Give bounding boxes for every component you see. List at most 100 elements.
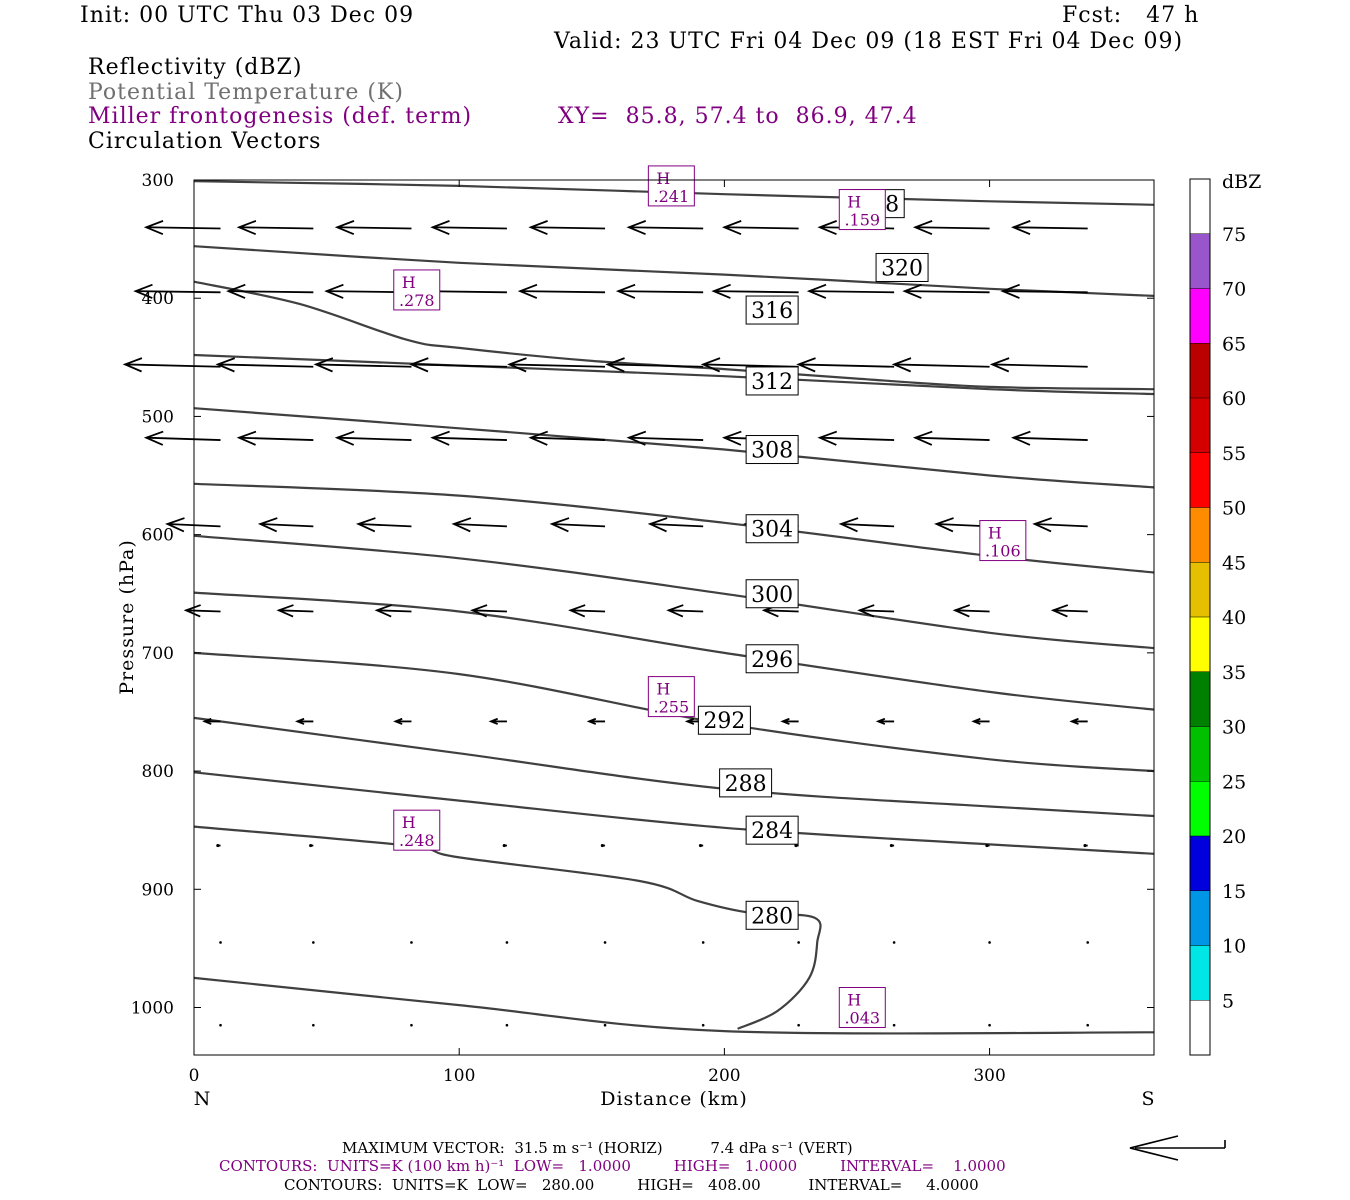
- vector-head: [838, 517, 859, 533]
- y-tick-label: 400: [142, 289, 174, 309]
- colorbar-tick-label: 5: [1222, 990, 1234, 1012]
- circulation-vector: [989, 357, 1088, 373]
- circulation-vector: [216, 843, 221, 848]
- vector-head: [1050, 604, 1069, 618]
- vector-head: [517, 283, 538, 299]
- circulation-vector: [505, 1023, 509, 1027]
- circulation-vector: [236, 220, 314, 236]
- circulation-vector: [276, 604, 314, 618]
- vector-head: [647, 517, 668, 533]
- vector-shaft: [530, 226, 606, 230]
- contour-label-box-308: [745, 435, 799, 465]
- vector-shaft: [228, 290, 314, 294]
- circulation-vector: [257, 517, 314, 533]
- vector-head: [143, 220, 164, 236]
- vector-head: [912, 430, 933, 446]
- vector-head: [600, 843, 604, 848]
- colorbar-unit: dBZ: [1222, 171, 1261, 193]
- max-vector-note: MAXIMUM VECTOR: 31.5 m s⁻¹ (HORIZ) 7.4 d…: [342, 1139, 853, 1157]
- colorbar-swatch: [1190, 562, 1210, 617]
- vector-head: [1011, 430, 1031, 446]
- circulation-vector: [309, 843, 314, 848]
- colorbar-tick-label: 15: [1222, 881, 1246, 903]
- vector-head: [721, 430, 742, 446]
- circulation-vector: [355, 517, 412, 533]
- circulation-vector: [334, 430, 412, 446]
- circulation-vector: [409, 357, 507, 373]
- contour-label-box-316: [745, 295, 799, 325]
- colorbar-swatch: [1190, 233, 1210, 289]
- frontogenesis-max: H.159: [838, 189, 886, 231]
- circulation-vector: [312, 941, 315, 944]
- y-axis-label: Pressure (hPa): [116, 539, 138, 695]
- frontogenesis-max: H.248: [393, 809, 441, 851]
- field-circulation: Circulation Vectors: [88, 129, 322, 154]
- vector-shaft: [520, 290, 606, 294]
- vector-head: [409, 357, 429, 373]
- colorbar-tick-label: 10: [1222, 936, 1246, 958]
- vector-head: [216, 843, 220, 848]
- circulation-vector: [410, 1023, 413, 1027]
- vector-head: [912, 220, 933, 236]
- circulation-vector: [1069, 717, 1088, 725]
- circulation-vector: [312, 1023, 315, 1027]
- vector-head: [122, 357, 143, 373]
- vector-shaft: [1002, 290, 1088, 294]
- circulation-vector: [698, 843, 704, 848]
- vector-head: [430, 430, 450, 446]
- theta-contour-300: [193, 534, 1155, 650]
- frontogenesis-max-type: H: [847, 991, 861, 1010]
- vector-head: [470, 604, 488, 618]
- vector-head: [502, 843, 506, 848]
- colorbar-swatch: [1190, 836, 1210, 891]
- circulation-vector: [806, 283, 895, 299]
- vector-head: [796, 357, 816, 373]
- vector-head: [355, 517, 376, 533]
- valid-time: Valid: 23 UTC Fri 04 Dec 09 (18 EST Fri …: [554, 29, 1184, 54]
- circulation-vector: [470, 604, 507, 618]
- vector-shaft: [607, 363, 704, 368]
- colorbar-swatch: [1190, 179, 1210, 234]
- circulation-vectors: [122, 220, 1090, 1027]
- circulation-vector: [988, 941, 991, 944]
- vector-head: [626, 220, 647, 236]
- vector-head: [780, 717, 790, 725]
- colorbar-tick-label: 45: [1222, 552, 1246, 574]
- colorbar-swatch: [1190, 1000, 1210, 1055]
- frontogenesis-max-box: [647, 676, 695, 718]
- vector-shaft: [628, 226, 704, 230]
- vector-head: [934, 517, 954, 533]
- x-axis-label: Distance (km): [600, 1088, 748, 1110]
- vector-head: [817, 430, 838, 446]
- vector-head: [374, 604, 392, 618]
- axes: 300 400 500 600 700 800 900 1000 0 100 200 300 N S: [131, 171, 1155, 1110]
- vector-shaft: [260, 523, 314, 528]
- field-frontogenesis: Miller frontogenesis (def. term): [88, 104, 473, 129]
- frontogenesis-max: H.241: [647, 165, 695, 207]
- colorbar-tick-label: 65: [1222, 333, 1246, 355]
- circulation-vector: [517, 283, 606, 299]
- frontogenesis-max-type: H: [847, 193, 861, 212]
- circulation-vector: [294, 717, 314, 725]
- colorbar: 5 10 15 20 25 30 35 40 45 50 55 60 65 70 75 dBZ: [1189, 171, 1261, 1056]
- vector-shaft: [1013, 436, 1088, 441]
- contour-label-280: 280: [751, 904, 793, 929]
- circulation-vector: [183, 604, 221, 618]
- vector-shaft: [841, 523, 895, 528]
- colorbar-swatch: [1190, 507, 1210, 563]
- theta-contour-308: [193, 407, 1155, 489]
- vector-head: [215, 357, 236, 373]
- vector-head: [393, 717, 403, 725]
- vector-shaft: [432, 436, 507, 441]
- vector-shaft: [992, 363, 1088, 368]
- circulation-vector: [794, 843, 799, 848]
- x-tick-label: 100: [443, 1066, 475, 1086]
- contour-label-box-284: [745, 815, 799, 845]
- vector-shaft: [1053, 609, 1088, 613]
- theta-contour-296: [193, 591, 1155, 711]
- theta-contour-note: CONTOURS: UNITS=K LOW= 280.00 HIGH= 408.…: [284, 1176, 979, 1194]
- vector-head: [528, 430, 549, 446]
- x-tick-label: 200: [708, 1066, 740, 1086]
- vector-shaft: [551, 523, 606, 528]
- theta-contours: [193, 180, 1155, 1035]
